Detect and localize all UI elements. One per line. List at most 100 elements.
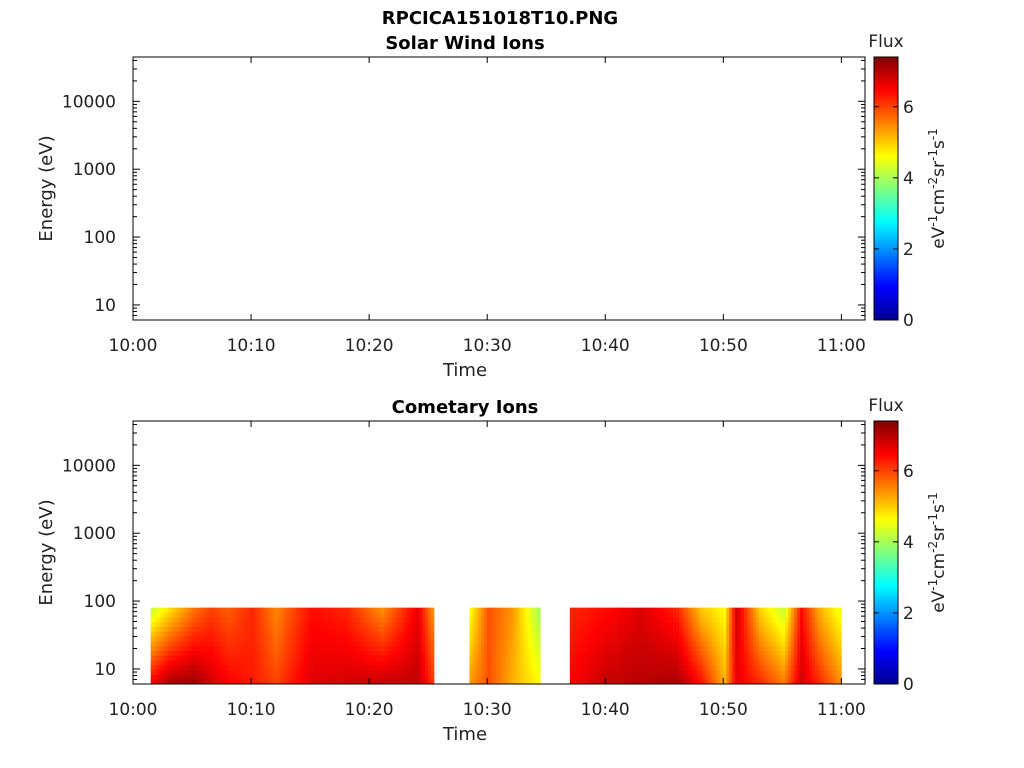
heatmap-cell xyxy=(321,631,326,637)
heatmap-cell xyxy=(797,612,801,618)
heatmap-cell xyxy=(749,650,754,656)
heatmap-cell xyxy=(614,664,618,670)
heatmap-cell xyxy=(354,674,358,680)
heatmap-cell xyxy=(262,621,267,628)
heatmap-cell xyxy=(513,607,518,613)
heatmap-cell xyxy=(484,655,488,661)
heatmap-cell xyxy=(640,664,644,670)
heatmap-cell xyxy=(186,631,190,637)
heatmap-cell xyxy=(649,645,653,651)
heatmap-cell xyxy=(209,679,213,684)
heatmap-cell xyxy=(487,612,491,618)
heatmap-cell xyxy=(363,612,367,618)
heatmap-cell xyxy=(407,679,411,684)
heatmap-cell xyxy=(501,645,506,651)
heatmap-cell xyxy=(608,645,612,651)
heatmap-cell xyxy=(189,674,193,680)
heatmap-cell xyxy=(537,660,541,666)
heatmap-cell xyxy=(165,612,169,618)
heatmap-cell xyxy=(327,660,332,666)
heatmap-cell xyxy=(682,664,686,670)
heatmap-cell xyxy=(578,645,582,651)
heatmap-cell xyxy=(171,607,175,613)
heatmap-cell xyxy=(380,626,385,632)
heatmap-cell xyxy=(628,621,633,628)
heatmap-cell xyxy=(425,636,429,642)
heatmap-cell xyxy=(197,645,202,651)
heatmap-cell xyxy=(183,617,187,623)
heatmap-cell xyxy=(333,645,337,651)
heatmap-cell xyxy=(738,607,742,613)
heatmap-cell xyxy=(380,636,385,642)
heatmap-cell xyxy=(711,612,715,618)
heatmap-cell xyxy=(413,621,417,628)
heatmap-cell xyxy=(327,679,332,684)
heatmap-cell xyxy=(507,612,512,618)
heatmap-cell xyxy=(180,650,184,656)
heatmap-cell xyxy=(646,674,650,680)
heatmap-cell xyxy=(832,650,836,656)
heatmap-cell xyxy=(174,664,178,670)
heatmap-cell xyxy=(316,607,320,613)
heatmap-cell xyxy=(611,664,615,670)
heatmap-cell xyxy=(472,669,476,675)
heatmap-cell xyxy=(239,679,243,684)
heatmap-cell xyxy=(803,621,807,628)
heatmap-cell xyxy=(377,631,382,637)
heatmap-cell xyxy=(516,631,520,637)
heatmap-cell xyxy=(298,641,302,647)
heatmap-cell xyxy=(794,617,798,623)
heatmap-cell xyxy=(584,674,588,680)
heatmap-cell xyxy=(248,617,252,623)
heatmap-cell xyxy=(693,655,698,661)
colorbar-tick-label: 2 xyxy=(903,604,914,624)
heatmap-cell xyxy=(602,660,606,666)
heatmap-cell xyxy=(735,674,739,680)
heatmap-cell xyxy=(392,636,396,642)
heatmap-cell xyxy=(584,664,588,670)
heatmap-cell xyxy=(345,660,349,666)
heatmap-cell xyxy=(682,655,686,661)
heatmap-cell xyxy=(649,626,653,632)
heatmap-cell xyxy=(318,641,323,647)
heatmap-cell xyxy=(407,631,411,637)
heatmap-cell xyxy=(180,645,184,651)
heatmap-cell xyxy=(339,626,343,632)
heatmap-cell xyxy=(805,617,810,623)
heatmap-cell xyxy=(369,674,373,680)
heatmap-cell xyxy=(673,641,677,647)
heatmap-cell xyxy=(528,617,532,623)
heatmap-cell xyxy=(634,607,639,613)
heatmap-cell xyxy=(717,674,721,680)
heatmap-cell xyxy=(206,674,211,680)
heatmap-cell xyxy=(336,664,340,670)
heatmap-cell xyxy=(286,617,290,623)
heatmap-cell xyxy=(805,607,810,613)
heatmap-cell xyxy=(575,650,579,656)
heatmap-cell xyxy=(794,655,798,661)
heatmap-cell xyxy=(395,636,399,642)
heatmap-cell xyxy=(717,650,721,656)
heatmap-cell xyxy=(631,631,636,637)
heatmap-cell xyxy=(738,636,742,642)
heatmap-cell xyxy=(197,621,202,628)
heatmap-cell xyxy=(248,679,252,684)
heatmap-cell xyxy=(212,664,216,670)
heatmap-cell xyxy=(324,645,329,651)
heatmap-cell xyxy=(569,636,574,642)
heatmap-cell xyxy=(510,626,515,632)
heatmap-cell xyxy=(218,664,222,670)
heatmap-cell xyxy=(741,626,745,632)
heatmap-cell xyxy=(655,626,659,632)
heatmap-cell xyxy=(395,621,399,628)
heatmap-cell xyxy=(823,617,827,623)
heatmap-cell xyxy=(525,607,529,613)
heatmap-cell xyxy=(251,674,255,680)
heatmap-cell xyxy=(817,617,822,623)
heatmap-cell xyxy=(150,626,154,632)
heatmap-cell xyxy=(274,674,278,680)
heatmap-cell xyxy=(236,660,240,666)
heatmap-cell xyxy=(670,641,674,647)
heatmap-cell xyxy=(614,626,618,632)
heatmap-cell xyxy=(221,631,225,637)
